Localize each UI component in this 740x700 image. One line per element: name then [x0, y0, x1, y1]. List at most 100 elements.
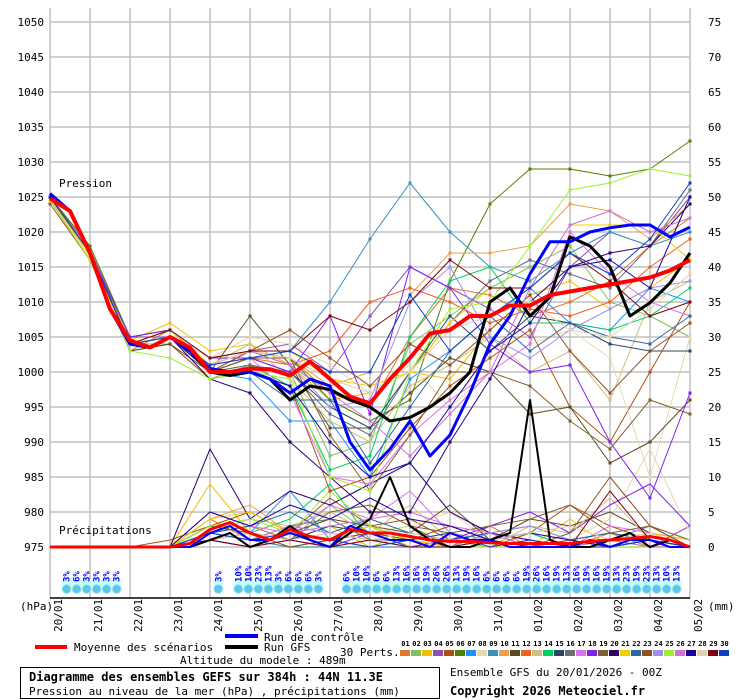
- pressure-member-point: [528, 384, 532, 388]
- pressure-member-point: [88, 244, 92, 248]
- member-legend-id: 11: [511, 640, 519, 648]
- snowflake-icon: [351, 584, 362, 594]
- pressure-member-point: [488, 286, 492, 290]
- pressure-member-point: [488, 370, 492, 374]
- pressure-member-point: [408, 384, 412, 388]
- pressure-member-point: [368, 314, 372, 318]
- pressure-member-point: [168, 328, 172, 332]
- pressure-member-point: [408, 265, 412, 269]
- member-legend-swatch: [466, 650, 476, 656]
- pressure-member-point: [328, 489, 332, 493]
- left-tick-label: 975: [24, 541, 44, 554]
- left-tick-label: 1010: [18, 296, 45, 309]
- chart-title: Diagramme des ensembles GEFS sur 384h : …: [29, 670, 383, 684]
- pressure-member-point: [408, 433, 412, 437]
- pressure-member-point: [448, 230, 452, 234]
- member-legend-swatch: [455, 650, 465, 656]
- pressure-member-point: [688, 412, 692, 416]
- pressure-member-point: [648, 167, 652, 171]
- snowflake-icon: [61, 584, 72, 594]
- snowflake-icon: [651, 584, 662, 594]
- x-tick-label: 30/01: [452, 599, 465, 632]
- pressure-member-point: [568, 272, 572, 276]
- pressure-member-point: [488, 349, 492, 353]
- pressure-member-point: [448, 412, 452, 416]
- pressure-member-point: [688, 202, 692, 206]
- snowflake-icon: [671, 584, 682, 594]
- pressure-member-point: [448, 377, 452, 381]
- pressure-member-point: [568, 279, 572, 283]
- snowflake-icon: [381, 584, 392, 594]
- snowflake-icon: [421, 584, 432, 594]
- pressure-member-point: [528, 244, 532, 248]
- pressure-member-point: [368, 454, 372, 458]
- snow-probability: 16%: [473, 565, 483, 582]
- snowflake-icon: [283, 584, 294, 594]
- pressure-member-point: [688, 300, 692, 304]
- left-tick-label: 990: [24, 436, 44, 449]
- pressure-member-point: [608, 174, 612, 178]
- pressure-member-point: [568, 167, 572, 171]
- pressure-member-point: [568, 265, 572, 269]
- snow-probability: 13%: [563, 565, 573, 582]
- pressure-member-point: [328, 314, 332, 318]
- pressure-member-point: [168, 342, 172, 346]
- member-legend-id: 14: [544, 640, 552, 648]
- snow-probability: 6%: [373, 571, 383, 582]
- pressure-member-point: [328, 363, 332, 367]
- pressure-member-point: [568, 244, 572, 248]
- right-tick-label: 45: [708, 226, 721, 239]
- snow-probability: 19%: [523, 565, 533, 582]
- pressure-member-point: [248, 314, 252, 318]
- snowflake-icon: [451, 584, 462, 594]
- member-legend-id: 09: [489, 640, 497, 648]
- member-legend-swatch: [576, 650, 586, 656]
- pressure-member-point: [328, 475, 332, 479]
- member-legend-swatch: [664, 650, 674, 656]
- snowflake-icon: [101, 584, 112, 594]
- pressure-member-point: [648, 230, 652, 234]
- pressure-member-point: [648, 349, 652, 353]
- pressure-member-point: [608, 342, 612, 346]
- x-tick-label: 29/01: [412, 599, 425, 632]
- pressure-member-point: [488, 356, 492, 360]
- pressure-member-point: [408, 181, 412, 185]
- pressure-member-point: [448, 314, 452, 318]
- pressure-member-point: [368, 300, 372, 304]
- right-unit-label: (mm): [708, 600, 735, 613]
- pressure-member-point: [688, 230, 692, 234]
- snowflake-icon: [541, 584, 552, 594]
- snow-probability: 10%: [244, 565, 254, 582]
- pressure-member-point: [688, 139, 692, 143]
- member-legend-swatch: [686, 650, 696, 656]
- pressure-member-point: [568, 251, 572, 255]
- pressure-member-point: [608, 258, 612, 262]
- member-legend-swatch: [587, 650, 597, 656]
- pressure-member-point: [688, 174, 692, 178]
- member-legend-swatch: [719, 650, 729, 656]
- snowflake-icon: [441, 584, 452, 594]
- pressure-member-point: [568, 314, 572, 318]
- pressure-member-point: [328, 356, 332, 360]
- legend-perts-label: 30 Perts.: [340, 646, 400, 659]
- pressure-member-point: [408, 293, 412, 297]
- snowflake-icon: [243, 584, 254, 594]
- right-tick-label: 5: [708, 506, 715, 519]
- member-legend-id: 28: [698, 640, 706, 648]
- snowflake-icon: [253, 584, 264, 594]
- snow-probability: 10%: [353, 565, 363, 582]
- left-unit-label: (hPa): [20, 600, 53, 613]
- right-tick-label: 40: [708, 261, 721, 274]
- member-legend-swatch: [598, 650, 608, 656]
- member-legend-id: 27: [687, 640, 695, 648]
- member-legend-swatch: [444, 650, 454, 656]
- snow-probability: 6%: [513, 571, 523, 582]
- snow-probability: 19%: [463, 565, 473, 582]
- legend-control-label: Run de contrôle: [264, 631, 363, 644]
- pressure-member-point: [488, 293, 492, 297]
- left-tick-label: 1045: [18, 51, 45, 64]
- snow-probability: 26%: [533, 565, 543, 582]
- member-legend-id: 05: [445, 640, 453, 648]
- member-legend-swatch: [609, 650, 619, 656]
- pressure-member-point: [168, 356, 172, 360]
